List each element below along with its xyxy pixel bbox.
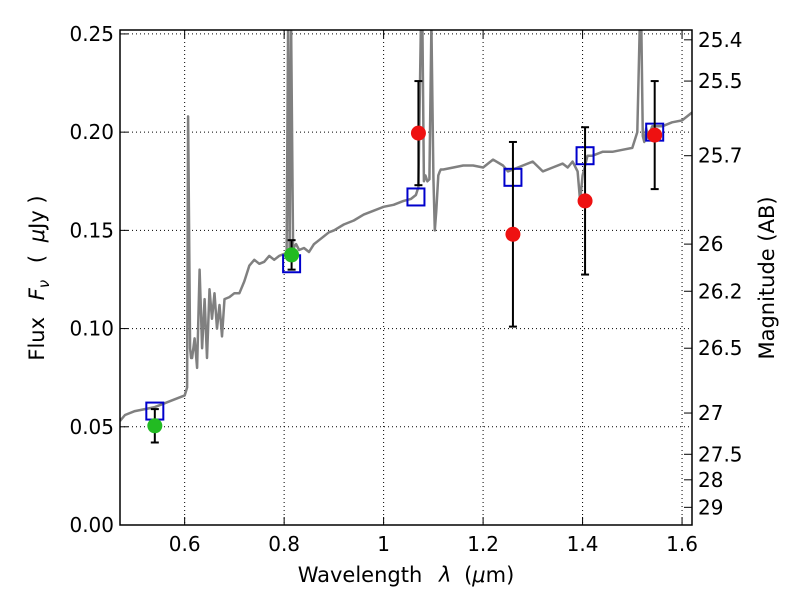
x-tick-label: 1 bbox=[377, 532, 390, 556]
plot-frame bbox=[119, 29, 693, 526]
data-point bbox=[410, 125, 426, 141]
y2-tick-label: 26 bbox=[698, 232, 723, 256]
x-tick-label: 1.2 bbox=[467, 532, 499, 556]
data-point bbox=[647, 127, 663, 143]
x-tick-label: 1.6 bbox=[666, 532, 698, 556]
y2-tick-label: 25.5 bbox=[698, 69, 743, 93]
y-tick-label: 0.20 bbox=[69, 120, 114, 144]
x-axis-label-mu: μ bbox=[471, 563, 485, 587]
y-tick-label: 0.10 bbox=[69, 317, 114, 341]
grid bbox=[120, 30, 692, 525]
y2-tick-label: 27.5 bbox=[698, 442, 743, 466]
y2-tick-label: 27 bbox=[698, 401, 723, 425]
y2-tick-label: 29 bbox=[698, 495, 723, 519]
y2-axis-label: Magnitude (AB) bbox=[755, 196, 779, 359]
data-point bbox=[577, 193, 593, 209]
y-axis-label-symbol: F bbox=[25, 287, 49, 300]
y2-tick-label: 26.5 bbox=[698, 336, 743, 360]
x-tick-label: 0.8 bbox=[268, 532, 300, 556]
y2-tick-label: 25.4 bbox=[698, 28, 743, 52]
model-photometry-square bbox=[406, 187, 426, 207]
y2-tick-label: 28 bbox=[698, 468, 723, 492]
x-axis-label-symbol: λ bbox=[438, 563, 451, 587]
y-tick-label: 0.25 bbox=[69, 22, 114, 46]
y-tick-label: 0.15 bbox=[69, 218, 114, 242]
x-tick-label: 1.4 bbox=[567, 532, 599, 556]
data-point bbox=[147, 418, 163, 434]
y-axis-label: Flux Fν ( μJy ) bbox=[25, 195, 54, 360]
x-axis-label-unit: m) bbox=[486, 563, 515, 587]
markers bbox=[145, 80, 665, 444]
y2-tick-label: 26.2 bbox=[698, 279, 743, 303]
y-axis-label-open: ( bbox=[25, 255, 49, 263]
x-axis-label-text: Wavelength bbox=[298, 563, 423, 587]
x-axis-label: Wavelength λ (μm) bbox=[298, 563, 515, 587]
axis-ticks: 0.6 0.8 1 1.2 1.4 1.6 0.00 0.05 0.10 0.15 0.20 0.25… bbox=[69, 22, 742, 556]
y-axis-label-unit: Jy ) bbox=[25, 195, 49, 231]
y-tick-label: 0.05 bbox=[69, 415, 114, 439]
x-axis-label-open: ( bbox=[464, 563, 472, 587]
y-axis-label-text: Flux bbox=[25, 317, 49, 361]
data-point bbox=[284, 247, 300, 263]
x-tick-label: 0.6 bbox=[169, 532, 201, 556]
y-axis-label-mu: μ bbox=[25, 229, 49, 243]
data-point bbox=[505, 226, 521, 242]
y2-tick-label: 25.7 bbox=[698, 144, 743, 168]
y-axis-label-subscript: ν bbox=[35, 280, 53, 288]
y-tick-label: 0.00 bbox=[69, 513, 114, 537]
